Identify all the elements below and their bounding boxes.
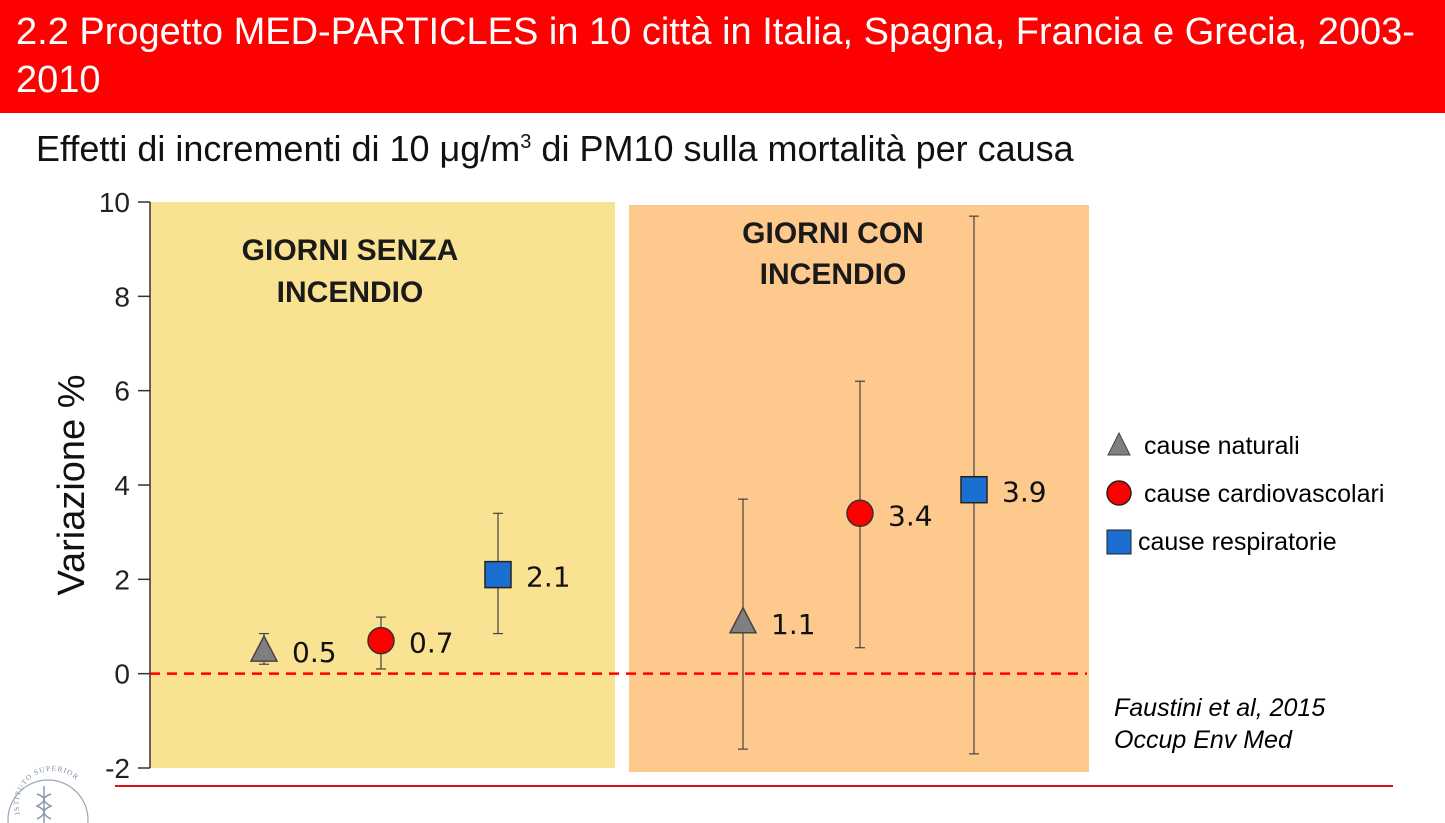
iss-logo: ISTITUTO SUPERIORE DI SANITÀ xyxy=(0,742,89,823)
panel-label-2-line2: INCENDIO xyxy=(760,258,907,291)
citation: Faustini et al, 2015 Occup Env Med xyxy=(1114,692,1325,756)
legend-marker xyxy=(1107,431,1131,456)
page-title: 2.2 Progetto MED-PARTICLES in 10 città i… xyxy=(16,11,1415,101)
y-axis-label: Variazione % xyxy=(51,374,93,595)
legend-label: cause respiratorie xyxy=(1138,528,1337,556)
panel-background-2 xyxy=(629,205,1089,772)
panel-label-2: GIORNI CON xyxy=(742,217,924,250)
citation-authors: Faustini et al, 2015 xyxy=(1114,694,1326,722)
data-point-square xyxy=(960,475,988,504)
subtitle-text: Effetti di incrementi di 10 μg/m xyxy=(36,128,521,169)
data-point-square xyxy=(484,560,512,589)
logo-seal-ring xyxy=(7,779,89,823)
legend-marker xyxy=(1106,480,1132,506)
data-label: 3.9 xyxy=(1002,476,1047,509)
y-tick-label: 4 xyxy=(114,470,130,501)
data-label: 2.1 xyxy=(526,561,571,594)
y-tick-label: -2 xyxy=(105,753,130,784)
legend-label: cause naturali xyxy=(1144,432,1300,460)
y-tick-label: 10 xyxy=(99,187,130,218)
square-icon xyxy=(1106,529,1132,555)
citation-journal: Occup Env Med xyxy=(1114,726,1292,754)
footer-divider xyxy=(115,785,1393,787)
y-tick-label: 6 xyxy=(114,376,130,407)
y-tick-label: 8 xyxy=(114,281,130,312)
logo-caduceus-icon xyxy=(35,786,53,823)
data-label: 0.5 xyxy=(292,636,337,669)
triangle-icon xyxy=(1107,431,1131,456)
subtitle-superscript: 3 xyxy=(520,131,532,153)
legend-marker xyxy=(1106,529,1132,555)
y-tick-label: 2 xyxy=(114,564,130,595)
data-point-circle xyxy=(367,626,395,655)
circle-icon xyxy=(1106,480,1132,506)
chart-subtitle: Effetti di incrementi di 10 μg/m3 di PM1… xyxy=(36,126,1074,172)
title-bar: 2.2 Progetto MED-PARTICLES in 10 città i… xyxy=(0,0,1445,113)
data-point-triangle xyxy=(728,606,758,634)
subtitle-text-end: di PM10 sulla mortalità per causa xyxy=(531,128,1074,169)
data-label: 3.4 xyxy=(888,499,933,532)
data-point-circle xyxy=(846,499,874,528)
legend-label: cause cardiovascolari xyxy=(1144,480,1385,508)
data-point-triangle xyxy=(249,634,279,662)
data-label: 0.7 xyxy=(409,627,454,660)
panel-label-1-line2: INCENDIO xyxy=(277,276,424,309)
data-label: 1.1 xyxy=(771,608,816,641)
panel-label-1: GIORNI SENZA xyxy=(242,234,459,267)
y-tick-label: 0 xyxy=(114,659,130,690)
